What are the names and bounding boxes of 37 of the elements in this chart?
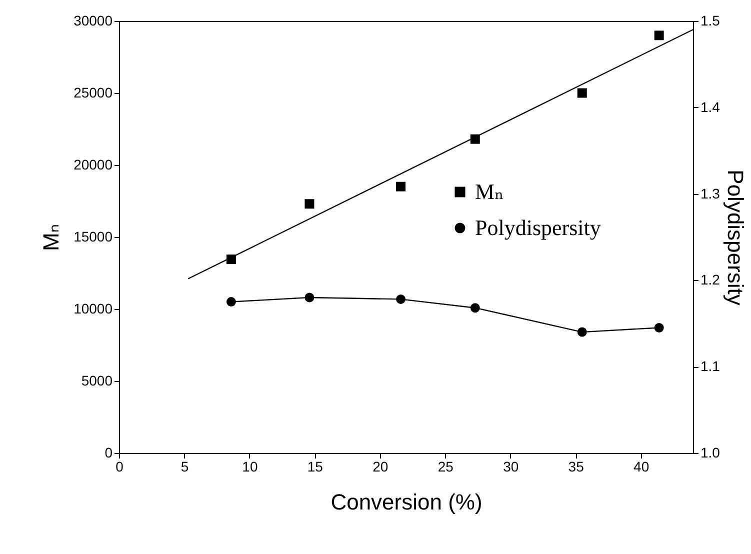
x-tick-label: 35 [568,458,584,474]
y2-tick-label: 1.0 [700,444,720,460]
point [577,88,587,98]
x-tick-label: 20 [372,458,388,474]
point [396,294,406,304]
point [470,303,480,313]
y-tick-label: 30000 [74,12,113,28]
y2-axis-title: Polydispersity [722,170,748,306]
y-tick-label: 20000 [74,156,113,172]
x-tick-label: 15 [307,458,324,474]
x-axis-title: Conversion (%) [330,490,482,514]
y2-tick-label: 1.4 [700,98,720,115]
x-tick-label: 0 [116,458,124,474]
x-tick-label: 25 [438,458,454,474]
y2-tick-label: 1.3 [700,185,720,202]
y-axis-title: Mₙ [38,224,64,252]
point [654,30,664,40]
point [304,199,314,209]
y2-tick-label: 1.5 [700,12,720,28]
x-tick-label: 30 [503,458,519,474]
y-tick-label: 15000 [74,228,113,244]
legend-label: Mₙ [475,179,504,204]
x-tick-label: 40 [634,458,650,474]
y2-tick-label: 1.2 [700,272,720,288]
point [396,182,406,192]
point [226,297,236,307]
point [304,292,314,302]
legend-label: Polydispersity [475,215,601,240]
y-tick-label: 10000 [74,300,113,316]
x-tick-label: 10 [242,458,258,474]
x-tick-label: 5 [180,458,189,474]
y-tick-label: 25000 [74,84,113,100]
y2-tick-label: 1.1 [700,358,720,374]
point [577,327,587,337]
y-tick-label: 5000 [81,372,113,388]
point [654,322,664,332]
y-tick-label: 0 [104,444,113,460]
